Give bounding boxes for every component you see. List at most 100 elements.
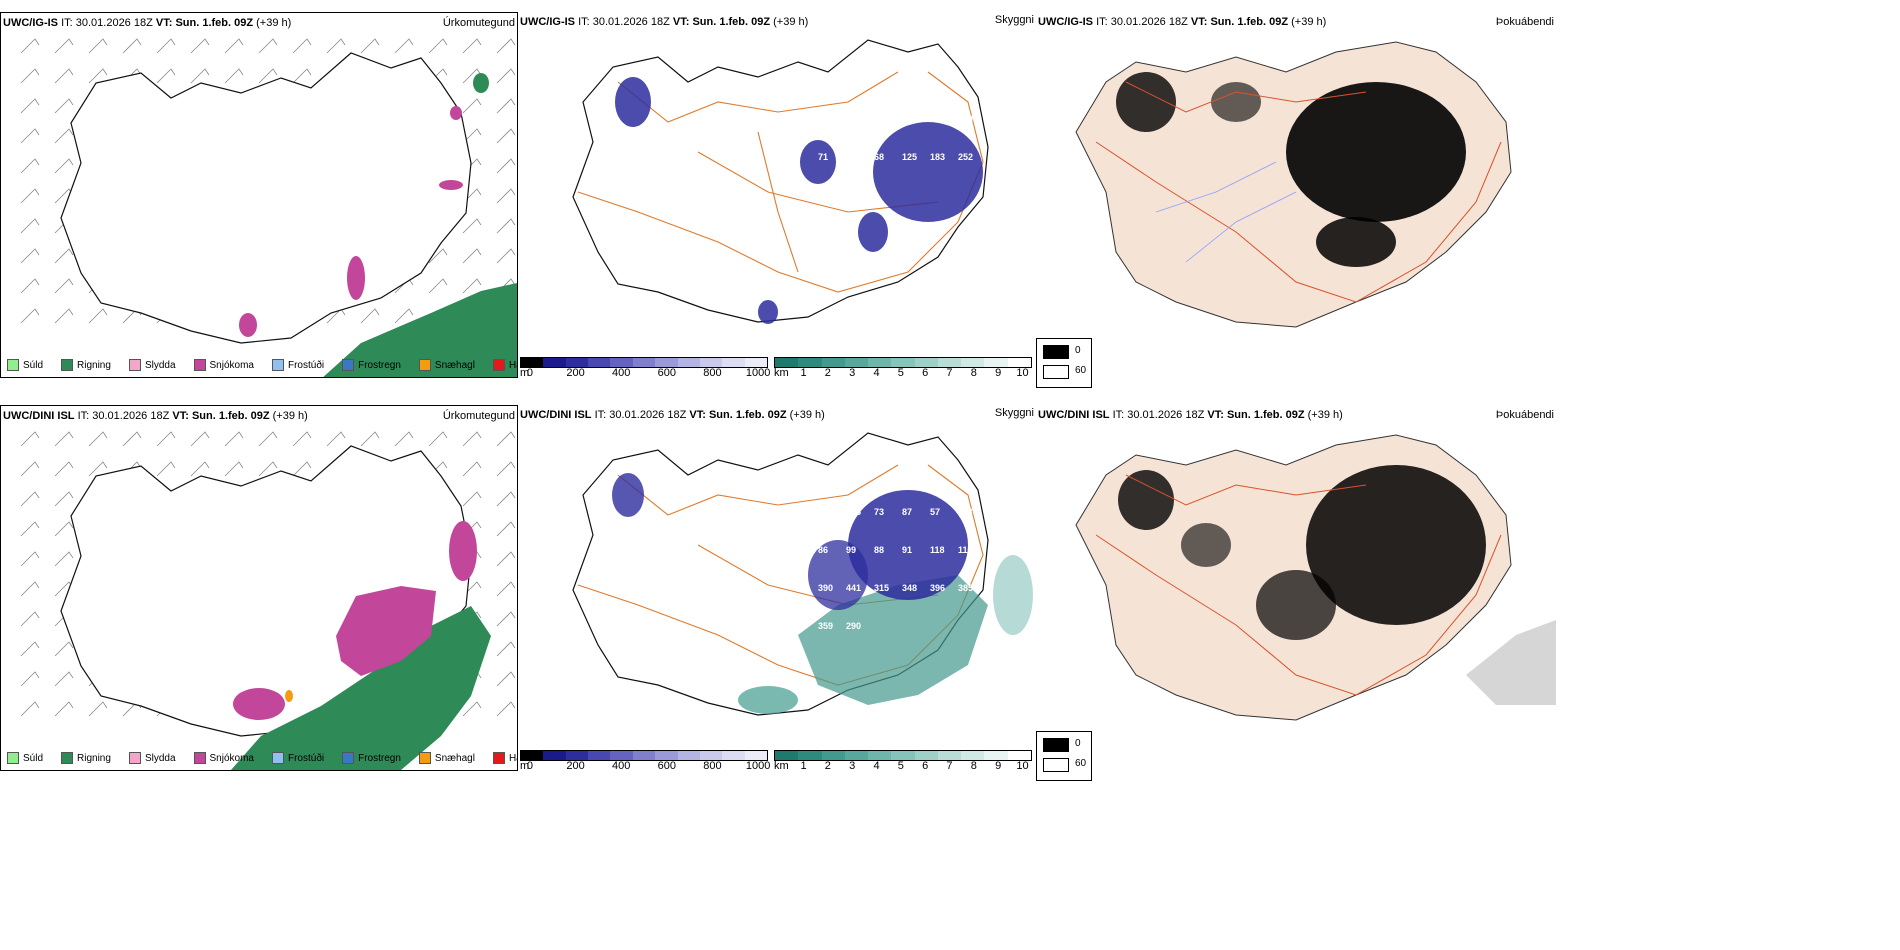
road-network: [1095, 474, 1502, 696]
fog-index-map-row2: UWC/DINI ISL IT: 30.01.2026 18Z VT: Sun.…: [1036, 405, 1556, 781]
legend-item-frostregn: Frostregn: [342, 752, 401, 764]
colorbar-tick: 800: [703, 760, 722, 772]
colorbar-segment: [521, 751, 544, 760]
colorbar-tick: 600: [657, 367, 676, 379]
snow-area: [233, 688, 285, 720]
colorbar-tick: 0: [526, 760, 533, 772]
visibility-label: 441: [846, 583, 861, 593]
wind-barb: [462, 278, 482, 294]
snow-area: [336, 586, 436, 676]
wind-barb: [360, 308, 380, 324]
fog-index-map-row1: UWC/IG-IS IT: 30.01.2026 18Z VT: Sun. 1.…: [1036, 12, 1556, 388]
colorbar-segment: [821, 751, 845, 760]
wind-barb: [54, 521, 74, 537]
wind-barb: [190, 38, 210, 54]
colorbar-tick: 10: [1016, 367, 1029, 379]
legend-item-sudl: Súld: [7, 359, 43, 371]
wind-barb: [462, 38, 482, 54]
wind-barb: [496, 158, 516, 174]
visibility-label: 385: [958, 583, 973, 593]
legend-item-snjokoma: Snjókoma: [193, 752, 254, 764]
visibility-map-row1: UWC/IG-IS IT: 30.01.2026 18Z VT: Sun. 1.…: [518, 12, 1036, 379]
colorbar-segment: [891, 358, 915, 367]
elevation-colorbar: m 0 200 400 600 800 1000: [520, 357, 770, 379]
wind-barb: [224, 68, 244, 84]
wind-barb: [88, 461, 108, 477]
legend-item-slydda: Slydda: [128, 359, 176, 371]
wind-barb: [156, 68, 176, 84]
panel-header: UWC/IG-IS IT: 30.01.2026 18Z VT: Sun. 1.…: [1038, 16, 1327, 28]
iceland-coastline: [60, 52, 472, 344]
colorbar-segment: [655, 751, 678, 760]
panel-title: Þokuábendi: [1495, 409, 1554, 421]
colorbar-segment: [677, 751, 700, 760]
panel-header: UWC/IG-IS IT: 30.01.2026 18Z VT: Sun. 1.…: [3, 17, 292, 29]
wind-barb: [496, 581, 516, 597]
visibility-label: 396: [930, 583, 945, 593]
legend-item-frostudi: Frostúði: [271, 359, 324, 371]
wind-barb: [292, 431, 312, 447]
precip-legend: Súld Rigning Slydda Snjókoma Frostúði Fr…: [7, 752, 537, 764]
wind-barb: [54, 491, 74, 507]
precip-legend: Súld Rigning Slydda Snjókoma Frostúði Fr…: [7, 359, 537, 371]
fog-key: 0 60: [1036, 338, 1092, 388]
colorbar-segment: [722, 358, 745, 367]
wind-barb: [462, 431, 482, 447]
colorbar-tick: 6: [922, 760, 929, 772]
visibility-label: 252: [958, 152, 973, 162]
wind-barb: [496, 188, 516, 204]
visibility-label: 57: [930, 507, 940, 517]
wind-barb: [54, 98, 74, 114]
colorbar-tick: 8: [970, 760, 977, 772]
wind-barb: [496, 431, 516, 447]
colorbar: [774, 357, 1032, 368]
legend-item-snjokoma: Snjókoma: [193, 359, 254, 371]
wind-barb: [428, 38, 448, 54]
wind-barb: [88, 701, 108, 717]
wind-barb: [20, 521, 40, 537]
wind-barb: [394, 38, 414, 54]
colorbar-tick: 0: [526, 367, 533, 379]
wind-barb: [428, 278, 448, 294]
colorbar-segment: [588, 358, 611, 367]
visibility-label: 116: [958, 545, 973, 555]
wind-barb: [496, 491, 516, 507]
colorbar-segment: [521, 358, 544, 367]
colorbar-segment: [844, 358, 869, 367]
colorbar-tick: 5: [897, 760, 904, 772]
colorbar-segment: [722, 751, 745, 760]
wind-barb: [496, 68, 516, 84]
wind-barb: [258, 431, 278, 447]
colorbar: [520, 750, 768, 761]
colorbar-segment: [543, 751, 566, 760]
visibility-label: 91: [902, 545, 912, 555]
wind-barb: [54, 38, 74, 54]
iceland-map: [20, 431, 516, 770]
panel-header: UWC/IG-IS IT: 30.01.2026 18Z VT: Sun. 1.…: [520, 16, 809, 28]
visibility-label: 118: [958, 507, 973, 517]
colorbar-tick: 8: [970, 367, 977, 379]
colorbar-segment: [543, 358, 566, 367]
wind-barb: [54, 461, 74, 477]
colorbar-segment: [984, 358, 1008, 367]
colorbar: [774, 750, 1032, 761]
wind-barb: [190, 68, 210, 84]
colorbar-segment: [775, 358, 799, 367]
colorbar-segment: [610, 751, 633, 760]
colorbar-segment: [610, 358, 633, 367]
visibility-colorbar: km 1 2 3 4 5 6 7 8 9 10: [774, 750, 1032, 772]
wind-barb: [496, 551, 516, 567]
panel-header: UWC/DINI ISL IT: 30.01.2026 18Z VT: Sun.…: [1038, 409, 1343, 421]
legend-item-slydda: Slydda: [128, 752, 176, 764]
colorbar-segment: [798, 751, 822, 760]
rain-area: [231, 606, 491, 770]
colorbar-segment: [868, 358, 892, 367]
colorbar-segment: [565, 358, 589, 367]
snow-area: [450, 106, 462, 120]
colorbar-unit: m: [520, 367, 530, 379]
wind-barb: [462, 491, 482, 507]
colorbar-segment: [984, 751, 1008, 760]
colorbar-tick: 7: [946, 760, 953, 772]
visibility-label: 68: [874, 152, 884, 162]
wind-barb: [428, 248, 448, 264]
